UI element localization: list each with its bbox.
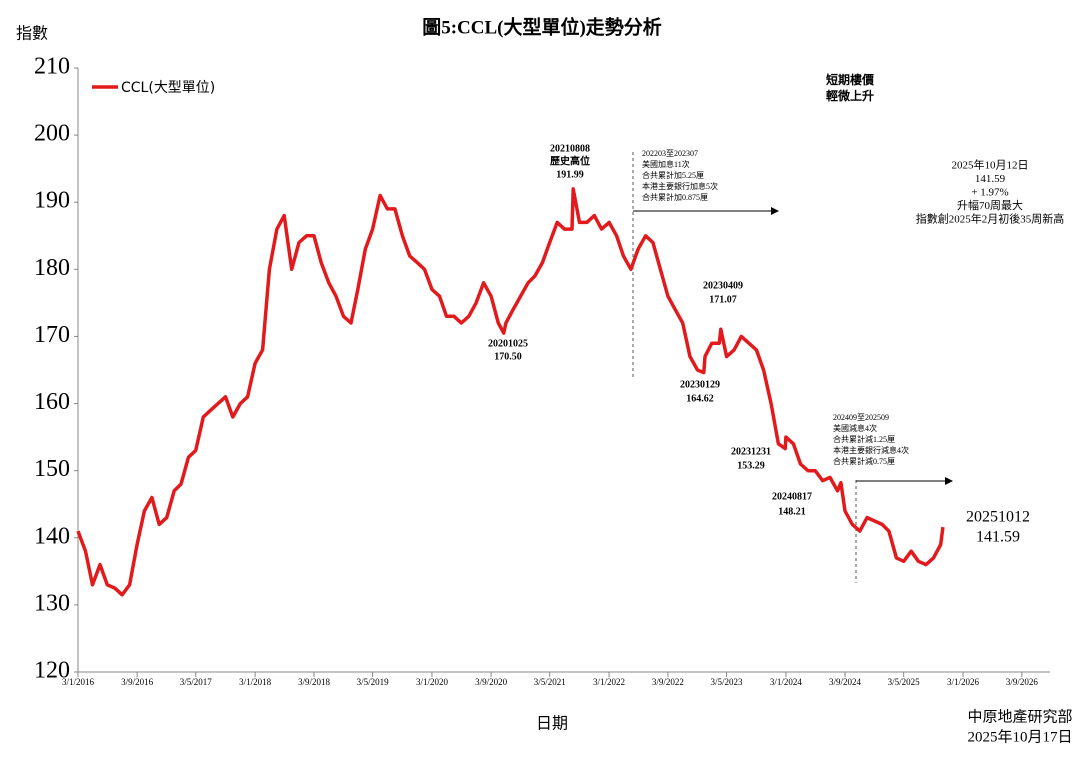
- annotation: 202409至202509: [833, 413, 889, 422]
- annotation: 2025年10月12日: [952, 158, 1029, 172]
- annotation: 本港主要銀行減息4次: [833, 445, 909, 455]
- annotation: 合共累計加0.875厘: [642, 192, 708, 202]
- x-tick-label: 3/9/2026: [1006, 677, 1039, 687]
- y-tick-label: 120: [34, 658, 70, 684]
- y-tick-label: 190: [34, 188, 70, 214]
- annotation: 本港主要銀行加息5次: [642, 181, 718, 191]
- annotation: 20201025: [488, 338, 528, 349]
- source-date: 2025年10月17日: [967, 728, 1072, 745]
- x-tick-label: 3/9/2016: [121, 677, 154, 687]
- x-tick-label: 3/9/2024: [829, 677, 862, 687]
- annotation: 美國加息11次: [642, 159, 690, 169]
- annotation: 20210808: [550, 143, 590, 154]
- annotation: 合共累計減0.75厘: [833, 456, 895, 466]
- annotation: 升幅70周最大: [957, 198, 1023, 212]
- y-tick-label: 150: [34, 456, 70, 482]
- chart-title: 圖5:CCL(大型單位)走勢分析: [422, 15, 662, 38]
- annotation: 171.07: [709, 294, 737, 305]
- annotation: 歷史高位: [550, 154, 590, 167]
- y-tick-label: 210: [34, 54, 70, 80]
- annotation: 20231231: [731, 446, 771, 457]
- x-tick-label: 3/9/2022: [652, 677, 684, 687]
- annotation: 191.99: [556, 169, 584, 180]
- annotation: 202203至202307: [642, 149, 698, 158]
- annotation: 合共累計減1.25厘: [833, 434, 895, 444]
- annotation: 輕微上升: [826, 88, 874, 103]
- annotation: 合共累計加5.25厘: [642, 170, 704, 180]
- annotation: 141.59: [976, 529, 1020, 546]
- x-tick-label: 3/1/2016: [62, 677, 95, 687]
- annotation: 148.21: [778, 506, 806, 517]
- annotation: 153.29: [737, 460, 765, 471]
- y-axis-label: 指數: [16, 25, 48, 43]
- x-tick-label: 3/5/2023: [711, 677, 744, 687]
- x-tick-label: 3/5/2017: [180, 677, 213, 687]
- annotation: 20230409: [703, 280, 743, 291]
- x-tick-label: 3/5/2019: [357, 677, 390, 687]
- x-tick-label: 3/1/2022: [593, 677, 625, 687]
- annotation: 短期樓價: [826, 72, 875, 87]
- series-line: [76, 187, 945, 597]
- x-tick-label: 3/9/2018: [298, 677, 331, 687]
- x-tick-label: 3/1/2026: [947, 677, 980, 687]
- y-tick-label: 180: [34, 255, 70, 281]
- annotation: 164.62: [686, 393, 714, 404]
- annotation: 指數創2025年2月初後35周新高: [916, 212, 1065, 226]
- x-tick-label: 3/9/2020: [475, 677, 508, 687]
- source: 中原地產研究部: [967, 708, 1072, 725]
- y-tick-label: 170: [34, 322, 70, 348]
- legend-label: CCL(大型單位): [121, 80, 215, 96]
- annotation: 20240817: [772, 491, 812, 502]
- y-tick-label: 140: [34, 523, 70, 549]
- x-tick-label: 3/1/2020: [416, 677, 449, 687]
- x-tick-label: 3/1/2018: [239, 677, 272, 687]
- annotation: 20251012: [966, 509, 1030, 526]
- x-axis-label: 日期: [536, 715, 568, 733]
- x-tick-label: 3/1/2024: [770, 677, 803, 687]
- annotation: 170.50: [494, 351, 522, 362]
- y-tick-label: 200: [34, 121, 70, 147]
- y-tick-label: 130: [34, 590, 70, 616]
- annotation: 20230129: [680, 379, 720, 390]
- x-tick-label: 3/5/2021: [534, 677, 566, 687]
- annotation: 美國減息4次: [833, 423, 877, 433]
- annotation: + 1.97%: [971, 187, 1008, 199]
- x-tick-label: 3/5/2025: [888, 677, 921, 687]
- y-tick-label: 160: [34, 389, 70, 415]
- annotation: 141.59: [975, 173, 1006, 185]
